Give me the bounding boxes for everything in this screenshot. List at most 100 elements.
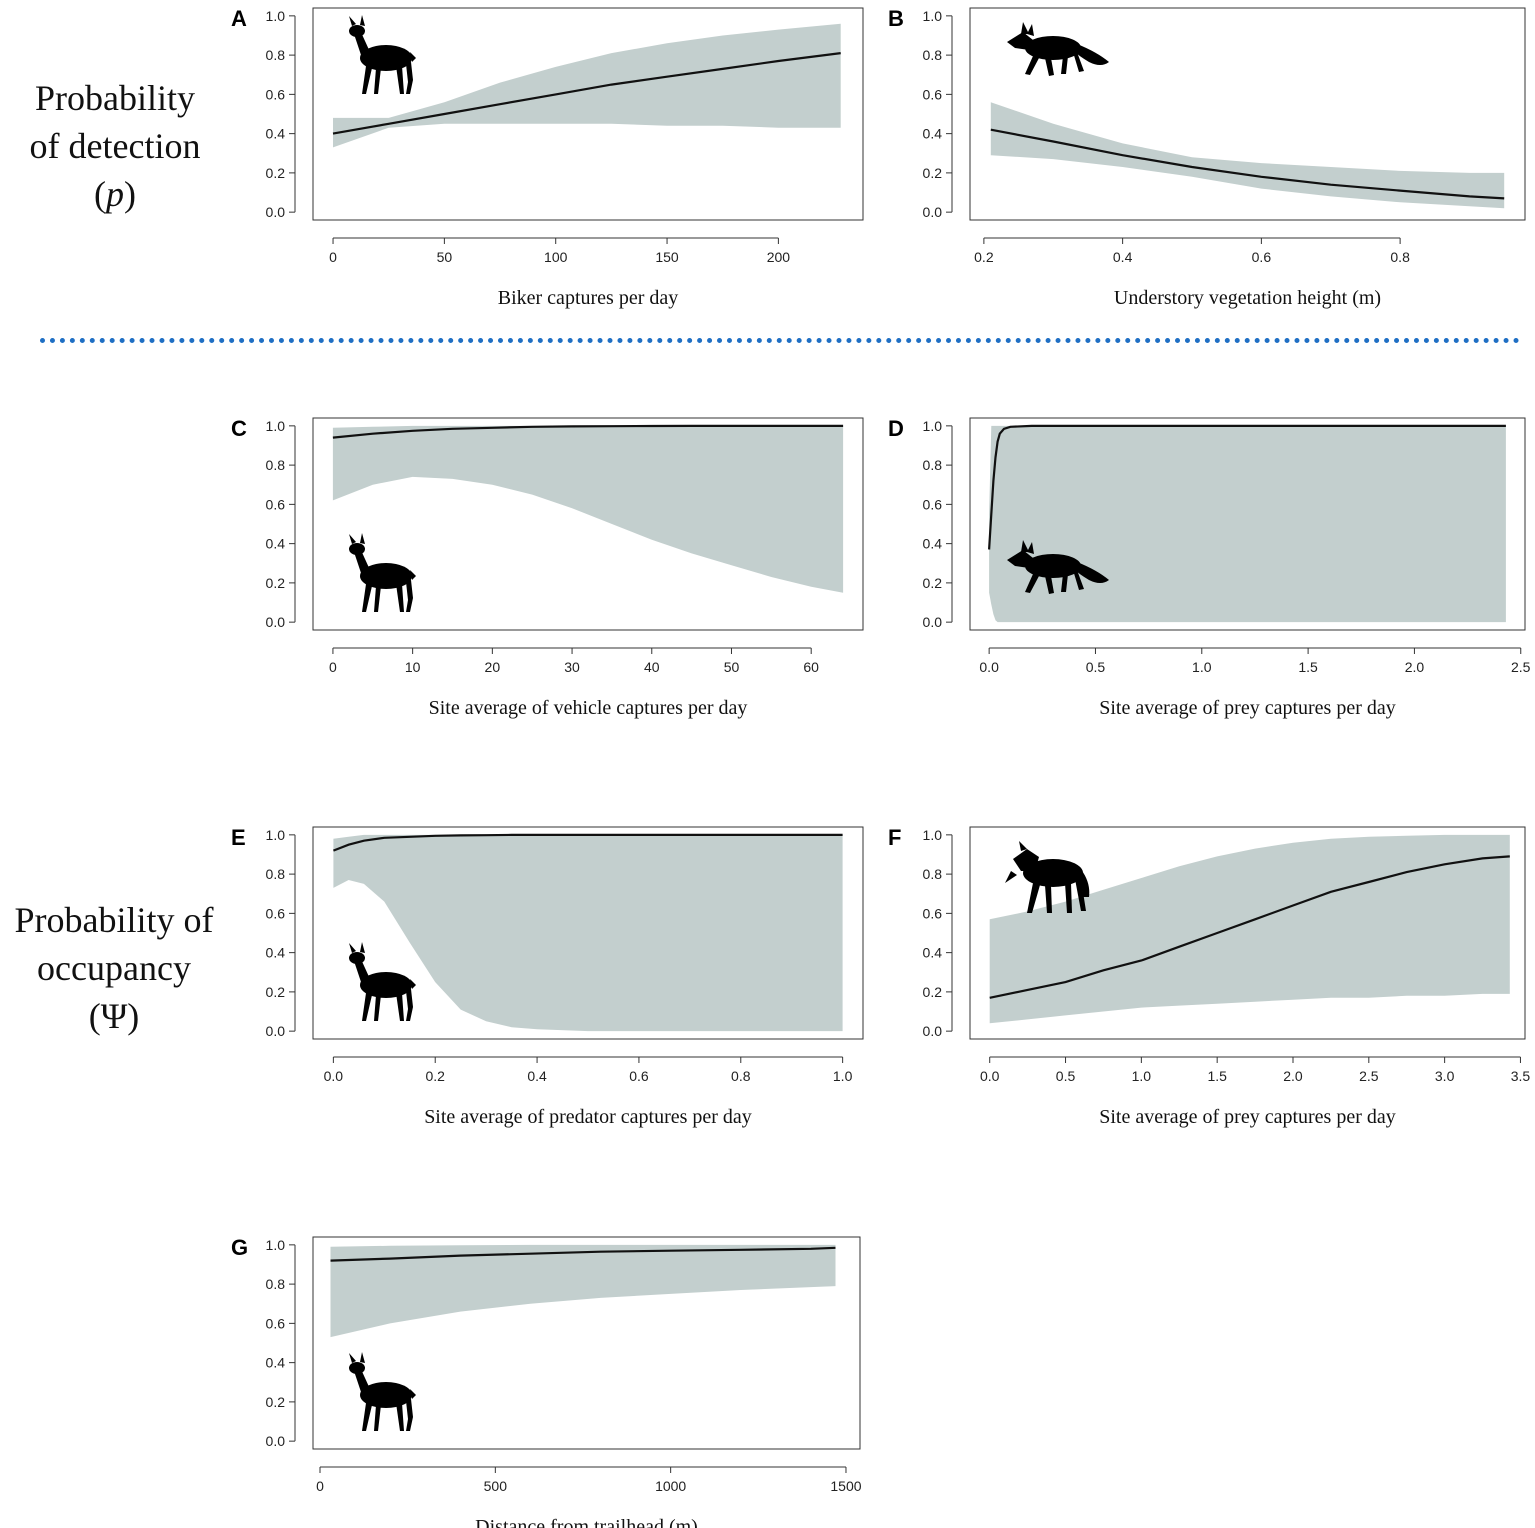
panel-e-series-line [333, 833, 843, 852]
panel-f-y-tick-label: 0.4 [923, 945, 943, 961]
panel-c-x-tick-label: 0 [329, 659, 337, 675]
panel-d-y-tick-label: 0.2 [923, 575, 943, 591]
panel-d-fox-icon-head [1007, 550, 1033, 568]
panel-f-coyote-icon-head [1013, 849, 1039, 871]
panel-c-y-tick-label: 0.0 [266, 614, 286, 630]
panel-e-x-axis-label: Site average of predator captures per da… [424, 1106, 752, 1128]
panel-a-y-tick-label: 0.2 [266, 165, 286, 181]
panel-c-x-tick-label: 20 [485, 659, 501, 675]
row-label-occupancy-line3: (Ψ) [88, 996, 140, 1036]
panel-d-fox-icon-body [1025, 554, 1081, 578]
panel-d-x-tick-label: 2.5 [1511, 659, 1531, 675]
panel-f: 0.0 0.2 0.4 0.6 0.8 1.0 0.0 0.5 1.0 1.5 2.0 2.5 3.0 3… [888, 825, 1530, 1128]
panel-c-x-axis-label: Site average of vehicle captures per day [429, 697, 748, 719]
panel-b-frame [969, 7, 1526, 221]
panel-e-y-tick-label: 0.4 [266, 945, 286, 961]
panel-c-deer-icon-body [360, 563, 412, 589]
panel-e-x-tick-label: 1.0 [833, 1068, 853, 1084]
panel-d-fox-icon-tail [1075, 562, 1109, 583]
panel-c-letter: C [231, 416, 247, 441]
panel-f-coyote-icon-ear [1019, 841, 1027, 851]
panel-f-coyote-icon-body [1023, 859, 1083, 887]
panel-d-x-axis-label: Site average of prey captures per day [1099, 697, 1396, 719]
panel-e-y-tick-label: 0.2 [266, 984, 286, 1000]
panel-a-x-tick-label: 100 [544, 249, 568, 265]
panel-c-x-tick-label: 10 [405, 659, 421, 675]
panel-c-y-tick-label: 0.4 [266, 536, 286, 552]
panel-d-x-tick-label: 1.5 [1298, 659, 1318, 675]
panel-d-x-tick-label: 1.0 [1192, 659, 1212, 675]
panel-a-y-tick-label: 0.6 [266, 86, 286, 102]
panel-e-x-tick-label: 0.2 [425, 1068, 445, 1084]
panel-f-letter: F [888, 825, 901, 850]
panel-g-deer-icon-legs [362, 1399, 413, 1431]
panel-c-frame [312, 417, 864, 631]
panel-f-y-tick-label: 1.0 [923, 827, 943, 843]
panel-b-x-tick-label: 0.6 [1252, 249, 1272, 265]
panel-g-y-tick-label: 0.0 [266, 1433, 286, 1449]
panel-f-x-tick-label: 1.0 [1132, 1068, 1152, 1084]
row-label-detection-line2: of detection [29, 126, 201, 166]
panel-a-deer-icon-neck [354, 30, 370, 58]
panel-g-deer-icon-neck [354, 1367, 370, 1395]
panel-e-ci-band [333, 834, 843, 1032]
panel-a-deer-icon-head [349, 25, 365, 37]
panel-b-x-tick-label: 0.4 [1113, 249, 1133, 265]
panel-g-y-tick-label: 0.4 [266, 1355, 286, 1371]
panel-g-ci-band [330, 1244, 836, 1338]
panel-g-deer-icon-ears [349, 1352, 365, 1363]
panel-c-deer-icon-legs [362, 580, 413, 612]
panel-d-x-tick-label: 2.0 [1405, 659, 1425, 675]
panel-e-x-tick-label: 0.0 [324, 1068, 344, 1084]
panel-c-deer-icon-neck [354, 548, 370, 576]
panel-a-x-tick-label: 50 [437, 249, 453, 265]
panel-b-x-tick-label: 0.2 [974, 249, 994, 265]
panel-e-y-tick-label: 1.0 [266, 827, 286, 843]
panel-b-x-axis-label: Understory vegetation height (m) [1114, 287, 1381, 309]
panel-f-y-tick-label: 0.8 [923, 866, 943, 882]
panel-g-y-tick-label: 1.0 [266, 1237, 286, 1253]
panel-c-y-tick-label: 0.8 [266, 457, 286, 473]
panel-g-series-line [330, 1246, 836, 1262]
panel-a-y-tick-label: 0.0 [266, 204, 286, 220]
panel-f-coyote-icon-legs [1027, 879, 1086, 913]
panel-f-x-tick-label: 2.5 [1359, 1068, 1379, 1084]
panel-e-deer-icon-head [349, 952, 365, 964]
panel-d-series-line [988, 424, 1506, 550]
panel-a-deer-icon [349, 15, 416, 94]
panel-g-x-tick-label: 500 [484, 1478, 508, 1494]
section-divider [40, 338, 1520, 343]
panel-b-y-tick-label: 0.4 [923, 126, 943, 142]
panel-d-x-tick-label: 0.0 [979, 659, 999, 675]
panel-e-deer-icon-legs [362, 989, 413, 1021]
panel-c-y-tick-label: 0.2 [266, 575, 286, 591]
panel-d-ci-band [989, 425, 1506, 623]
panel-g-y-tick-label: 0.2 [266, 1394, 286, 1410]
panel-a-x-tick-label: 150 [655, 249, 679, 265]
panel-a-letter: A [231, 6, 247, 31]
panel-e-deer-icon-tail [410, 979, 416, 989]
panel-d-y-tick-label: 0.8 [923, 457, 943, 473]
panel-g-letter: G [231, 1235, 248, 1260]
panel-a-deer-icon-body [360, 45, 412, 71]
panel-f-series-line [989, 855, 1510, 999]
panel-c-y-tick-label: 0.6 [266, 496, 286, 512]
panel-e-deer-icon [349, 942, 416, 1021]
panel-e-letter: E [231, 825, 246, 850]
panel-e-y-tick-label: 0.8 [266, 866, 286, 882]
panel-c-x-tick-label: 30 [564, 659, 580, 675]
row-label-detection: Probability of detection (p) [10, 74, 220, 218]
row-label-detection-line3: (p) [10, 170, 220, 218]
panel-g-frame [312, 1236, 861, 1450]
panel-a-x-axis-label: Biker captures per day [498, 287, 678, 309]
panel-d-fox-icon-ears [1021, 540, 1034, 554]
panel-a-frame [312, 7, 864, 221]
panel-b: 0.0 0.2 0.4 0.6 0.8 1.0 0.2 0.4 0.6 0.8 Understory… [888, 6, 1526, 309]
panel-g-deer-icon [349, 1352, 416, 1431]
panel-b-y-tick-label: 0.6 [923, 86, 943, 102]
panel-e-frame [312, 826, 864, 1040]
panel-e-deer-icon-neck [354, 957, 370, 985]
panel-a-y-tick-label: 0.8 [266, 47, 286, 63]
